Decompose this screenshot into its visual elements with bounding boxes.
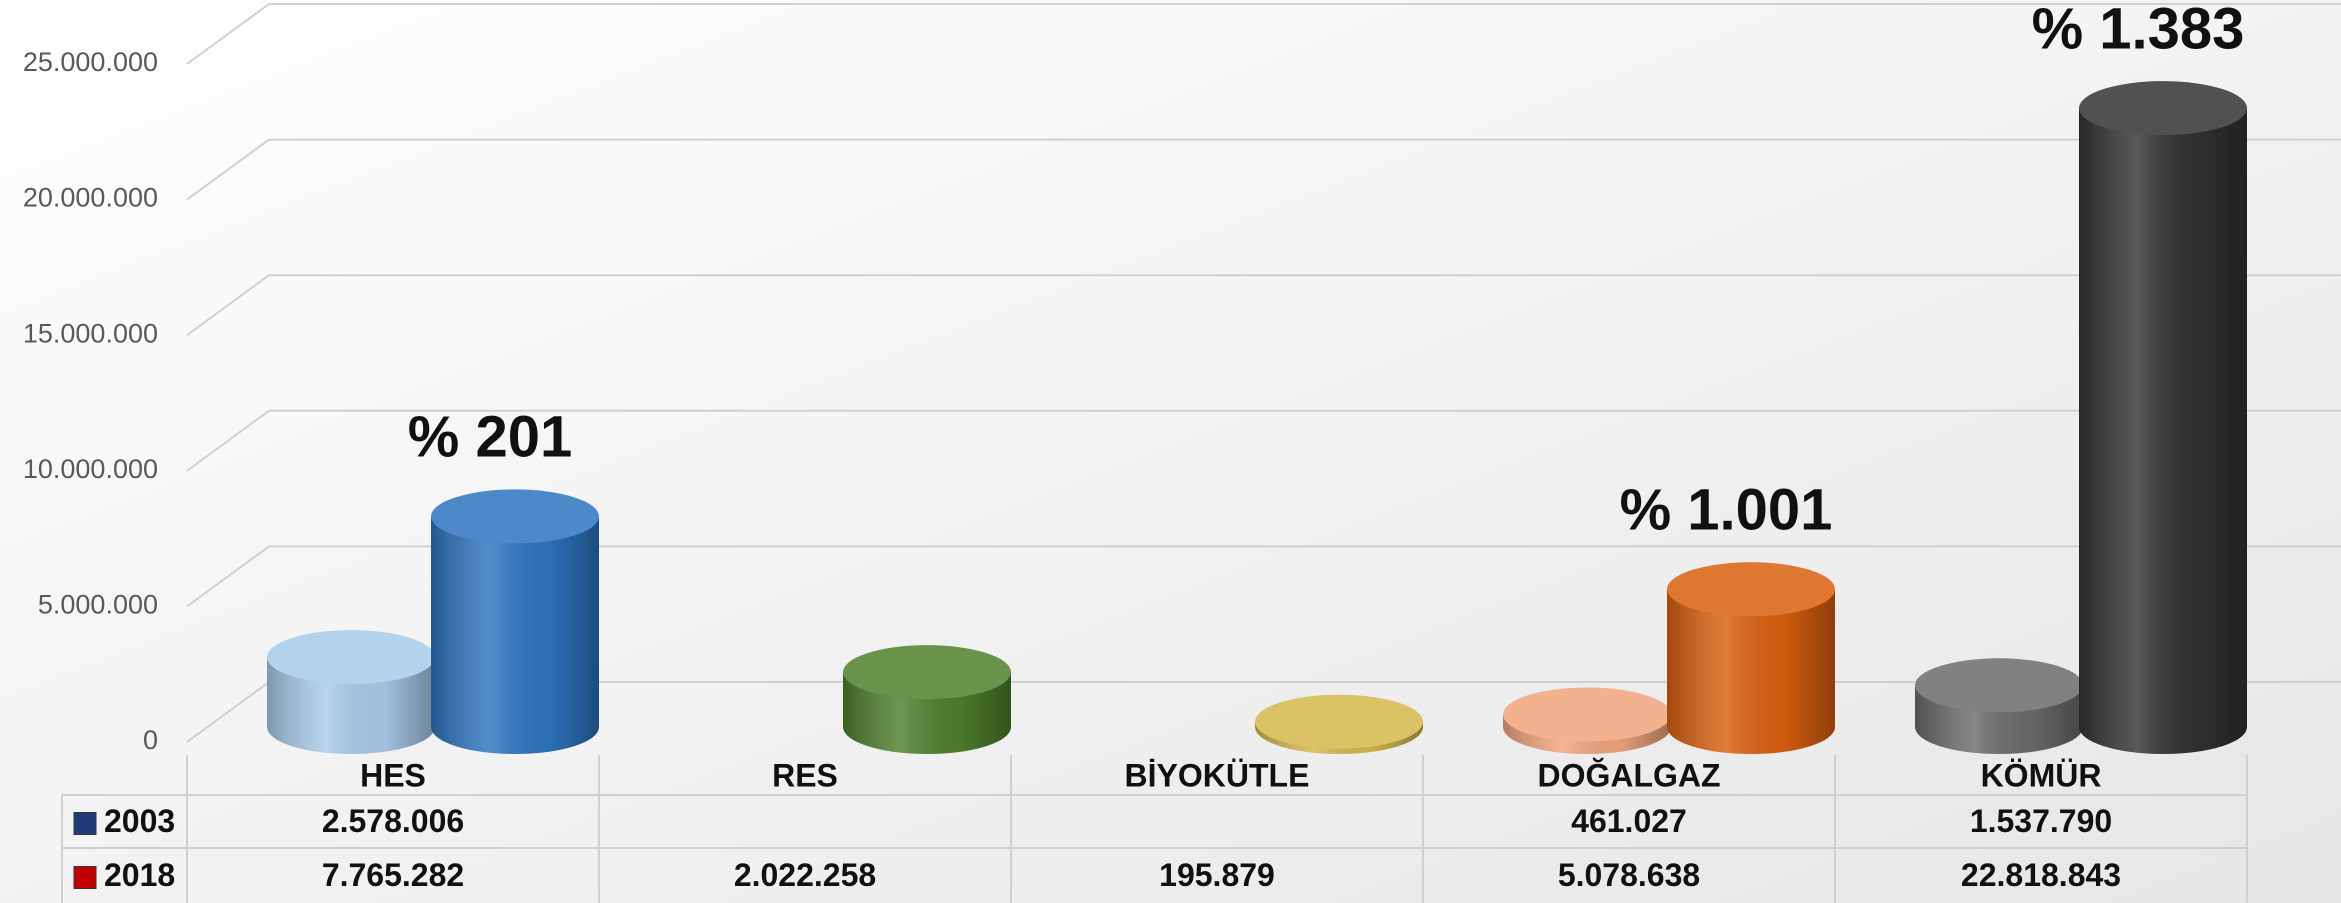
cylinder-top-light: [431, 489, 599, 543]
annotation: % 201: [408, 405, 572, 470]
table-value: 461.027: [1571, 803, 1687, 839]
cylinder-shade: [431, 516, 599, 754]
category-label: HES: [360, 757, 426, 793]
cylinder-top-light: [2079, 81, 2247, 135]
category-label: KÖMÜR: [1981, 757, 2102, 793]
cylinder-top-light: [1255, 695, 1423, 749]
y-tick-label: 15.000.000: [23, 318, 158, 348]
page: 0 5.000.000 10.000.000 15.000.000 20.000.000…: [0, 0, 2341, 903]
annotation: % 1.001: [1620, 478, 1833, 543]
cylinder: [267, 630, 435, 754]
cylinder: [431, 489, 599, 754]
table-value: 2.578.006: [322, 803, 464, 839]
legend-label: 2018: [104, 857, 175, 893]
legend-label: 2003: [104, 803, 175, 839]
cylinder: [1667, 562, 1835, 754]
cylinder: [2079, 81, 2247, 754]
cylinder-top-light: [1667, 562, 1835, 616]
category-label: RES: [772, 757, 838, 793]
cylinder: [1915, 658, 2083, 754]
table-value: 22.818.843: [1961, 857, 2121, 893]
cylinder: [1503, 687, 1671, 754]
category-label: DOĞALGAZ: [1537, 757, 1720, 793]
y-tick-label: 25.000.000: [23, 47, 158, 77]
y-tick-label: 5.000.000: [38, 590, 158, 620]
cylinder-shade: [2079, 108, 2247, 754]
table-value: 195.879: [1159, 857, 1275, 893]
annotation: % 1.383: [2032, 0, 2245, 61]
chart: 0 5.000.000 10.000.000 15.000.000 20.000.000…: [0, 0, 2341, 903]
cylinder: [1255, 695, 1423, 754]
cylinder: [843, 645, 1011, 754]
y-tick-label: 0: [143, 725, 158, 755]
y-tick-label: 10.000.000: [23, 454, 158, 484]
cylinder-top-light: [267, 630, 435, 684]
cylinder-top-light: [1915, 658, 2083, 712]
table-value: 7.765.282: [322, 857, 464, 893]
cylinder-top-light: [843, 645, 1011, 699]
table-value: 2.022.258: [734, 857, 876, 893]
legend-key: [74, 813, 96, 835]
table-value: 1.537.790: [1970, 803, 2112, 839]
table-value: 5.078.638: [1558, 857, 1700, 893]
y-tick-label: 20.000.000: [23, 183, 158, 213]
cylinder-top-light: [1503, 687, 1671, 741]
legend-key: [74, 867, 96, 889]
category-label: BİYOKÜTLE: [1125, 757, 1310, 793]
